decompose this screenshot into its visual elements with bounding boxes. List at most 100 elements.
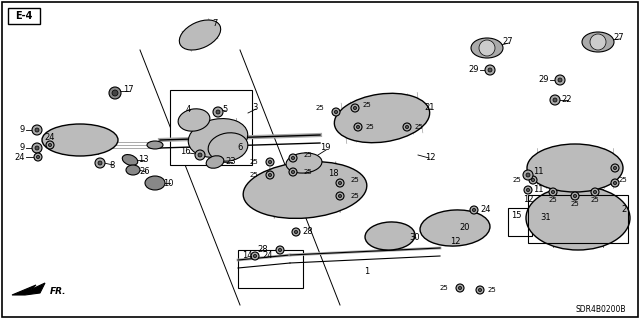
Circle shape <box>405 125 408 129</box>
Circle shape <box>334 110 338 114</box>
Bar <box>238 250 303 288</box>
Circle shape <box>523 170 533 180</box>
Ellipse shape <box>526 186 630 250</box>
Circle shape <box>403 123 411 131</box>
Text: 14: 14 <box>242 251 253 261</box>
Circle shape <box>553 98 557 102</box>
Text: 27: 27 <box>502 38 513 47</box>
Bar <box>8 8 40 24</box>
Circle shape <box>109 87 121 99</box>
Circle shape <box>32 125 42 135</box>
Circle shape <box>289 154 297 162</box>
Circle shape <box>213 107 223 117</box>
Text: 7: 7 <box>212 19 218 28</box>
Circle shape <box>479 288 482 292</box>
Text: 24: 24 <box>45 133 55 143</box>
Ellipse shape <box>527 144 623 192</box>
Circle shape <box>611 164 619 172</box>
Circle shape <box>476 286 484 294</box>
Bar <box>170 90 252 165</box>
Text: 31: 31 <box>541 213 551 222</box>
Circle shape <box>289 168 297 176</box>
Ellipse shape <box>147 141 163 149</box>
Text: 24: 24 <box>15 152 25 161</box>
Ellipse shape <box>286 153 322 173</box>
Circle shape <box>591 188 599 196</box>
Circle shape <box>266 158 274 166</box>
Text: 25: 25 <box>591 197 600 203</box>
Ellipse shape <box>471 38 503 58</box>
Text: 19: 19 <box>320 144 330 152</box>
Circle shape <box>216 110 220 114</box>
Ellipse shape <box>582 32 614 52</box>
Circle shape <box>353 107 356 110</box>
Text: E-4: E-4 <box>15 11 33 21</box>
Text: 24: 24 <box>481 205 492 214</box>
Text: 15: 15 <box>511 211 521 219</box>
Text: 2: 2 <box>621 205 627 214</box>
Text: 25: 25 <box>303 152 312 158</box>
Bar <box>528 195 628 243</box>
Ellipse shape <box>145 176 165 190</box>
Text: 20: 20 <box>460 224 470 233</box>
Circle shape <box>479 40 495 56</box>
Circle shape <box>35 128 39 132</box>
Circle shape <box>526 189 530 192</box>
Circle shape <box>291 170 294 174</box>
Circle shape <box>291 156 294 160</box>
Text: 11: 11 <box>532 186 543 195</box>
Text: 12: 12 <box>425 153 435 162</box>
Text: 30: 30 <box>410 234 420 242</box>
Circle shape <box>552 190 555 194</box>
Circle shape <box>339 182 342 185</box>
Circle shape <box>49 144 52 147</box>
Text: 25: 25 <box>619 177 627 183</box>
Circle shape <box>35 146 39 150</box>
Polygon shape <box>12 283 45 295</box>
Circle shape <box>198 153 202 157</box>
Circle shape <box>524 186 532 194</box>
Circle shape <box>336 179 344 187</box>
Text: 25: 25 <box>548 197 557 203</box>
Ellipse shape <box>42 124 118 156</box>
Ellipse shape <box>420 210 490 246</box>
Circle shape <box>339 194 342 197</box>
Bar <box>508 208 532 236</box>
Text: 29: 29 <box>538 76 549 85</box>
Circle shape <box>276 246 284 254</box>
Text: 25: 25 <box>351 177 360 183</box>
Text: 4: 4 <box>186 105 191 114</box>
Text: 25: 25 <box>363 102 371 108</box>
Text: 24: 24 <box>263 251 273 261</box>
Circle shape <box>529 176 537 184</box>
Circle shape <box>458 286 461 290</box>
Circle shape <box>611 179 619 187</box>
Circle shape <box>531 178 534 182</box>
Text: 9: 9 <box>20 144 25 152</box>
Circle shape <box>98 161 102 165</box>
Text: 9: 9 <box>20 125 25 135</box>
Text: 22: 22 <box>562 95 572 105</box>
Ellipse shape <box>206 156 224 168</box>
Ellipse shape <box>126 165 140 175</box>
Text: 12: 12 <box>450 238 460 247</box>
Circle shape <box>356 125 360 129</box>
Circle shape <box>294 230 298 234</box>
Text: 17: 17 <box>123 85 133 94</box>
Circle shape <box>354 123 362 131</box>
Text: 11: 11 <box>532 167 543 176</box>
Circle shape <box>590 34 606 50</box>
Text: 28: 28 <box>303 227 314 236</box>
Text: 25: 25 <box>488 287 497 293</box>
Text: 25: 25 <box>512 177 521 183</box>
Text: 25: 25 <box>351 193 360 199</box>
Text: 23: 23 <box>226 158 236 167</box>
Circle shape <box>558 78 562 82</box>
Text: 26: 26 <box>140 167 150 176</box>
Text: 28: 28 <box>257 246 268 255</box>
Circle shape <box>332 108 340 116</box>
Text: 25: 25 <box>571 201 579 207</box>
Text: 25: 25 <box>439 285 448 291</box>
Circle shape <box>268 160 271 164</box>
Circle shape <box>195 150 205 160</box>
